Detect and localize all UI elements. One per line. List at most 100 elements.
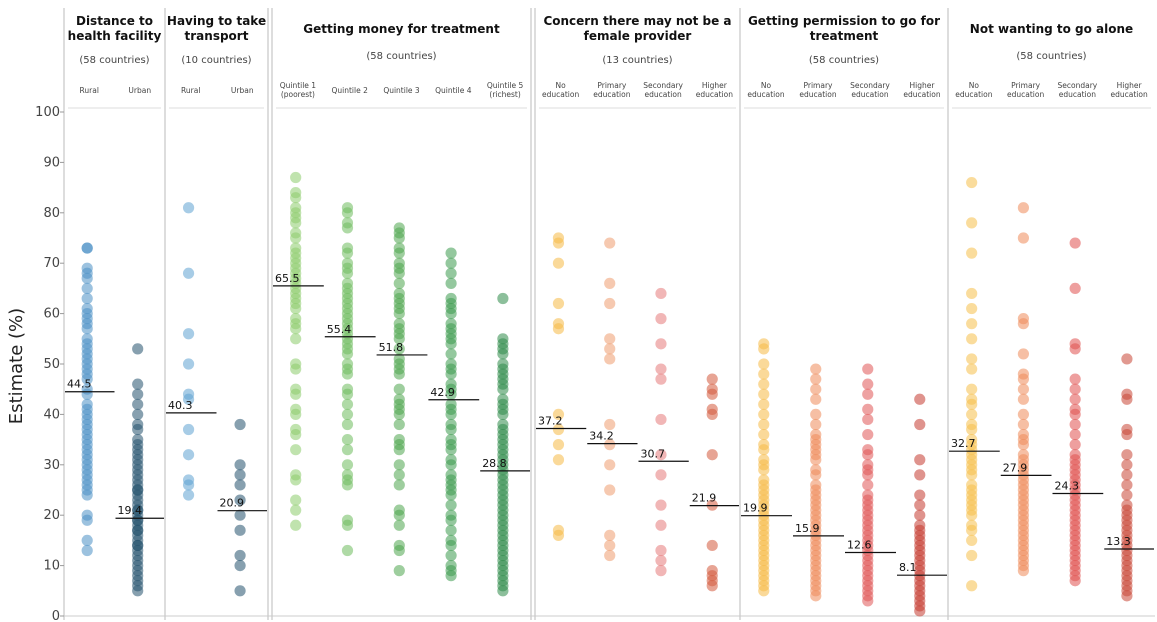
data-point [966, 176, 978, 189]
data-point [655, 519, 667, 531]
data-point [182, 393, 195, 405]
data-point [1069, 428, 1081, 441]
data-point [655, 373, 667, 385]
data-point [1121, 459, 1133, 471]
data-point [81, 242, 93, 254]
data-point [341, 544, 354, 557]
data-point [655, 554, 667, 567]
data-point [552, 237, 565, 249]
panel-country-count: (58 countries) [1016, 51, 1086, 62]
data-point [862, 403, 874, 415]
data-point [862, 378, 874, 390]
data-point [393, 343, 405, 355]
group-label: education [1007, 90, 1044, 99]
data-point [552, 257, 565, 269]
data-point [1121, 353, 1133, 365]
data-point [862, 428, 874, 441]
data-point [914, 418, 926, 431]
data-point [966, 287, 978, 300]
data-point [445, 499, 457, 511]
data-point [182, 358, 195, 370]
data-point [81, 272, 93, 284]
data-point [445, 267, 457, 279]
data-point [914, 454, 926, 466]
data-point [758, 444, 770, 456]
data-point [604, 277, 616, 289]
data-point [341, 348, 354, 360]
data-point [234, 509, 246, 521]
data-point [604, 353, 616, 365]
data-point [552, 454, 565, 466]
data-point [234, 549, 246, 562]
group-label: education [696, 90, 733, 99]
data-point [81, 323, 93, 335]
data-point [393, 459, 405, 471]
data-point [341, 207, 354, 219]
data-point [966, 423, 978, 436]
data-point [290, 323, 302, 335]
data-point [445, 539, 457, 552]
panel-country-count: (10 countries) [181, 55, 251, 66]
data-point [445, 570, 457, 582]
data-point [182, 328, 195, 340]
data-point [1017, 408, 1030, 420]
data-point [604, 539, 616, 552]
group-label: (richest) [489, 90, 520, 99]
data-point [445, 444, 457, 456]
panel-title: Getting permission to go for [748, 14, 940, 28]
group-label: Rural [181, 86, 200, 95]
data-point [182, 449, 195, 461]
data-point [552, 297, 565, 310]
data-point [966, 217, 978, 229]
data-point [966, 383, 978, 395]
data-point [290, 474, 302, 486]
data-point [132, 408, 144, 420]
y-tick-label: 30 [43, 458, 60, 473]
data-point [604, 333, 616, 345]
data-point [81, 292, 93, 305]
data-point [290, 363, 302, 375]
data-point [862, 449, 874, 461]
data-point [290, 388, 302, 400]
data-point [604, 459, 616, 471]
panel-title: health facility [68, 29, 162, 43]
y-tick-label: 20 [43, 508, 60, 523]
data-point [182, 202, 195, 214]
data-point [552, 408, 565, 420]
y-tick-label: 60 [43, 307, 60, 322]
data-point [290, 217, 302, 229]
median-label: 24.3 [1055, 480, 1080, 493]
data-point [290, 192, 302, 204]
data-point [862, 479, 874, 491]
data-point [966, 549, 978, 562]
data-point [914, 509, 926, 521]
data-point [1017, 393, 1030, 405]
data-point [393, 418, 405, 431]
data-point [234, 524, 246, 536]
group-label: No [969, 81, 980, 90]
median-label: 30.7 [641, 447, 666, 460]
data-point [290, 444, 302, 456]
data-point [655, 313, 667, 325]
data-point [655, 338, 667, 350]
panel-dividers [63, 8, 1155, 620]
data-point [604, 418, 616, 431]
data-point [758, 368, 770, 380]
data-point [290, 519, 302, 531]
data-point [234, 469, 246, 481]
y-tick-label: 0 [52, 609, 60, 622]
data-point [1121, 393, 1133, 405]
median-label: 13.3 [1106, 535, 1131, 548]
data-point [604, 297, 616, 310]
group-label: No [556, 81, 567, 90]
data-point [966, 302, 978, 315]
data-point [810, 454, 822, 466]
group-label: education [1111, 90, 1148, 99]
data-point [862, 595, 874, 607]
data-point [132, 585, 144, 597]
group-label: education [799, 90, 836, 99]
data-point [341, 434, 354, 446]
data-point [810, 373, 822, 385]
